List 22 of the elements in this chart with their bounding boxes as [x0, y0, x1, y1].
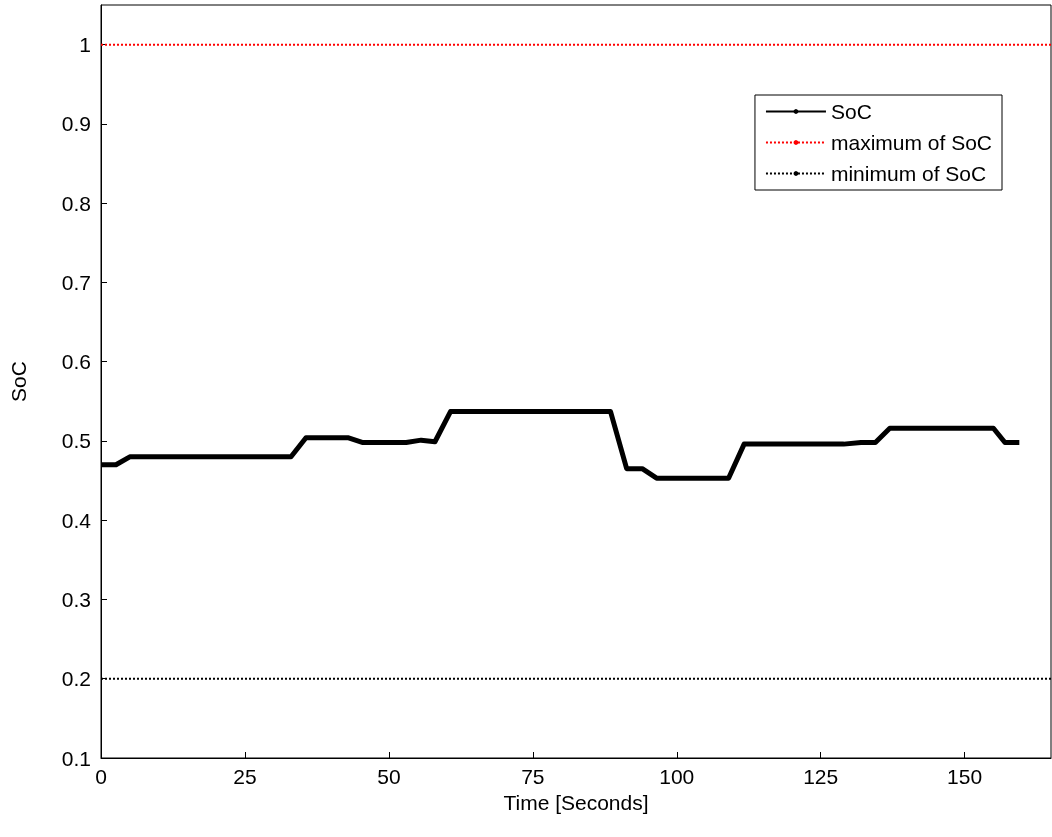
y-tick-label: 0.1 [61, 746, 91, 770]
legend-label: minimum of SoC [830, 162, 987, 185]
x-tick-label: 25 [233, 765, 257, 788]
x-tick-label: 75 [521, 765, 545, 788]
x-tick-label: 125 [803, 765, 839, 788]
y-tick-label: 1 [79, 33, 91, 57]
legend-label: SoC [830, 100, 872, 123]
y-tick-label: 0.2 [61, 667, 91, 691]
x-tick-label: 150 [947, 765, 983, 788]
x-tick-label: 0 [95, 765, 107, 788]
y-axis-title: SoC [7, 361, 30, 402]
x-tick-label: 100 [659, 765, 695, 788]
x-tick-label: 50 [377, 765, 401, 788]
y-tick-label: 0.9 [61, 112, 91, 136]
y-tick-label: 0.5 [61, 429, 91, 453]
x-axis-title: Time [Seconds] [503, 791, 649, 814]
y-tick-label: 0.4 [61, 508, 92, 532]
legend-label: maximum of SoC [830, 131, 993, 154]
y-tick-label: 0.8 [61, 191, 91, 215]
y-tick-label: 0.3 [61, 587, 91, 611]
y-tick-label: 0.7 [61, 270, 91, 294]
y-tick-label: 0.6 [61, 350, 91, 374]
